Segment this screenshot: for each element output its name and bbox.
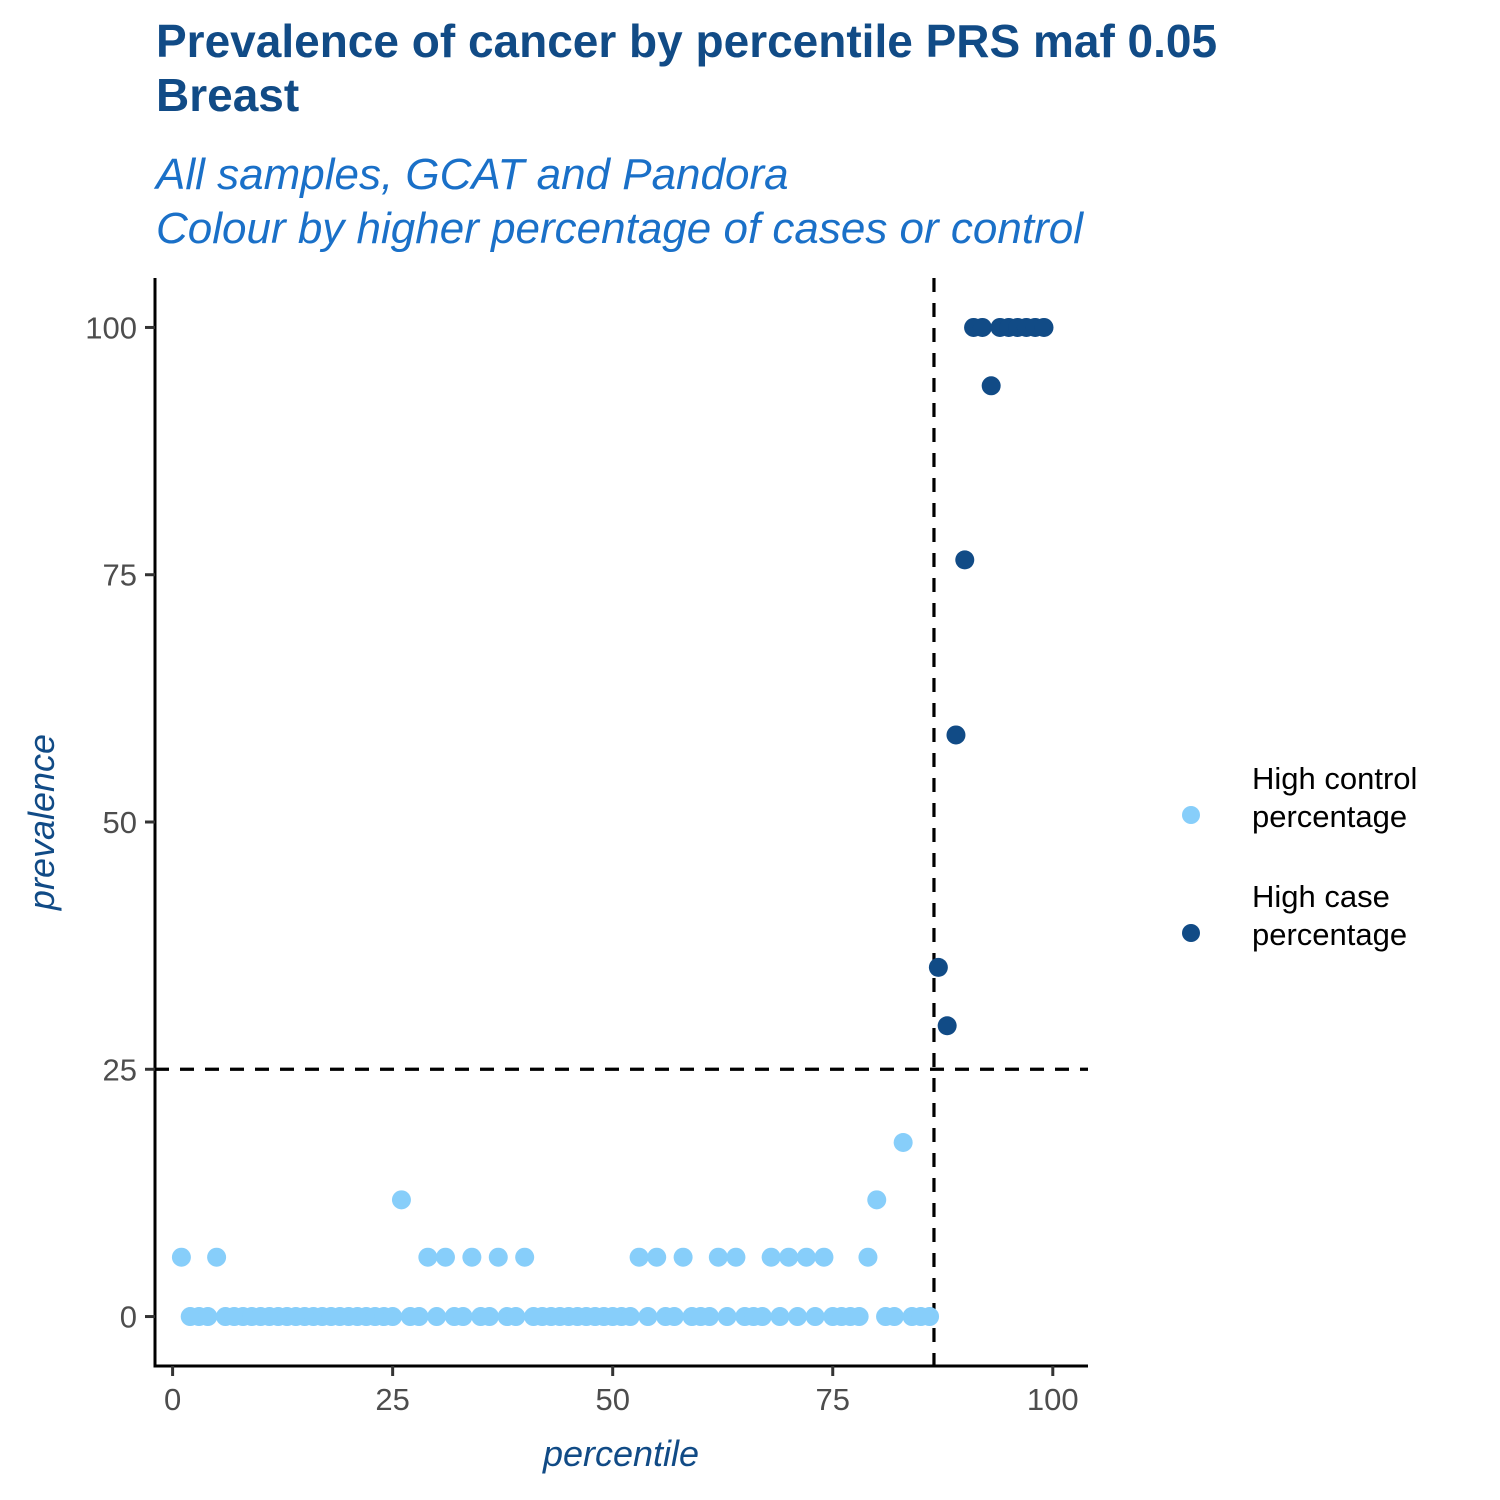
control-point (506, 1307, 526, 1327)
control-point (620, 1307, 640, 1327)
x-tick-label: 50 (595, 1382, 629, 1417)
legend-label-line: percentage (1252, 799, 1408, 834)
x-axis-title: percentile (542, 1433, 699, 1474)
chart-title-line-1: Prevalence of cancer by percentile PRS m… (156, 15, 1218, 67)
control-point (717, 1307, 737, 1327)
x-tick-label: 25 (375, 1382, 409, 1417)
control-point (409, 1307, 429, 1327)
axes (153, 278, 1088, 1368)
control-point (453, 1307, 473, 1327)
control-point (673, 1247, 693, 1267)
control-point (391, 1190, 411, 1210)
case-point (1034, 317, 1054, 337)
y-axis-title: prevalence (21, 734, 62, 911)
data-points (171, 317, 1054, 1327)
control-point (207, 1247, 227, 1267)
control-point (814, 1247, 834, 1267)
control-point (708, 1247, 728, 1267)
case-point (981, 376, 1001, 396)
case-point (928, 957, 948, 977)
case-point (955, 550, 975, 570)
control-point (796, 1247, 816, 1267)
control-point (761, 1247, 781, 1267)
y-axis-ticks: 0 25 50 75 100 (85, 310, 155, 1335)
y-tick-label: 0 (120, 1300, 137, 1335)
control-point (198, 1307, 218, 1327)
y-tick-label: 75 (103, 558, 137, 593)
reference-lines (155, 278, 1088, 1366)
control-point (788, 1307, 808, 1327)
control-point (779, 1247, 799, 1267)
control-point (647, 1247, 667, 1267)
legend-label-line: percentage (1252, 917, 1408, 952)
control-point (435, 1247, 455, 1267)
control-point (867, 1190, 887, 1210)
control-point (629, 1247, 649, 1267)
legend-item-high-case: High case percentage (1168, 878, 1488, 954)
y-tick-label: 100 (85, 310, 137, 345)
control-point (858, 1247, 878, 1267)
control-point (664, 1307, 684, 1327)
legend-label-line: High case (1252, 879, 1390, 914)
chart-title-line-2: Breast (156, 69, 300, 121)
control-point (488, 1247, 508, 1267)
case-point (946, 725, 966, 745)
legend: High control percentage High case percen… (1168, 760, 1488, 996)
legend-label-high-case: High case percentage (1252, 878, 1482, 954)
control-point (770, 1307, 790, 1327)
y-tick-label: 25 (103, 1052, 137, 1087)
control-point (726, 1247, 746, 1267)
legend-item-high-control: High control percentage (1168, 760, 1488, 836)
control-point (427, 1307, 447, 1327)
control-point (920, 1307, 940, 1327)
legend-key-high-case (1182, 924, 1200, 942)
control-point (893, 1132, 913, 1152)
case-point (972, 317, 992, 337)
legend-label-line: High control (1252, 761, 1418, 796)
x-tick-label: 100 (1027, 1382, 1079, 1417)
control-point (849, 1307, 869, 1327)
y-tick-label: 50 (103, 805, 137, 840)
legend-label-high-control: High control percentage (1252, 760, 1482, 836)
chart-subtitle-line-2: Colour by higher percentage of cases or … (156, 204, 1083, 253)
control-point (479, 1307, 499, 1327)
control-point (515, 1247, 535, 1267)
legend-key-high-control (1182, 806, 1200, 824)
x-axis-ticks: 0 25 50 75 100 (164, 1366, 1079, 1417)
control-point (752, 1307, 772, 1327)
control-point (638, 1307, 658, 1327)
x-tick-label: 0 (164, 1382, 181, 1417)
control-point (700, 1307, 720, 1327)
control-point (418, 1247, 438, 1267)
case-point (937, 1016, 957, 1036)
control-point (171, 1247, 191, 1267)
control-point (383, 1307, 403, 1327)
chart-title: Prevalence of cancer by percentile PRS m… (156, 14, 1476, 122)
control-point (805, 1307, 825, 1327)
chart-subtitle-line-1: All samples, GCAT and Pandora (156, 150, 789, 199)
chart-subtitle: All samples, GCAT and Pandora Colour by … (156, 148, 1476, 256)
control-point (884, 1307, 904, 1327)
x-tick-label: 75 (816, 1382, 850, 1417)
control-point (462, 1247, 482, 1267)
